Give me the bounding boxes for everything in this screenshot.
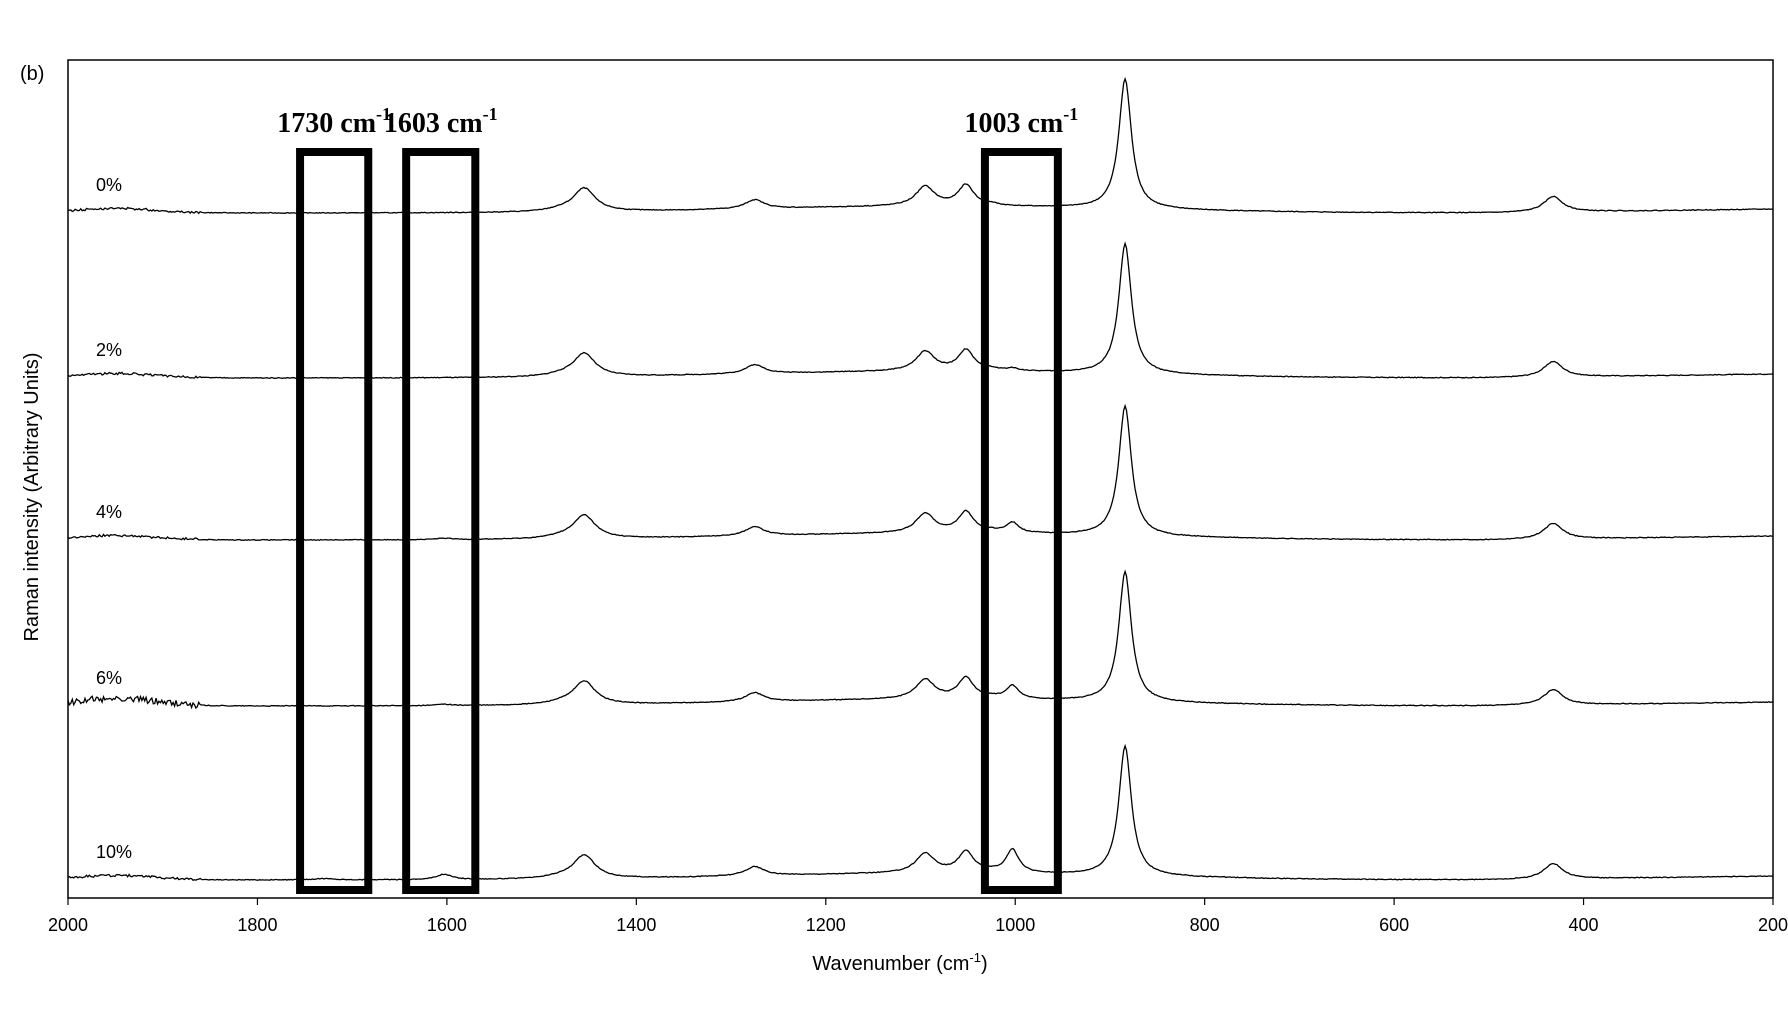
spectrum-line-6pct [67, 569, 1774, 710]
x-axis-label-sup: -1 [969, 950, 981, 965]
annotation-box [296, 148, 373, 894]
series-label: 10% [96, 842, 132, 862]
spectrum-line-4pct [67, 403, 1774, 542]
annotation-box [402, 148, 480, 894]
annotation-label-main: 1003 cm [964, 108, 1063, 139]
series-label: 4% [96, 502, 122, 522]
annotation-label-main: 1730 cm [277, 108, 376, 139]
series-layer [67, 76, 1774, 881]
annotation-label: 1003 cm-1 [964, 104, 1078, 139]
annotation-label-sup: -1 [483, 104, 498, 124]
x-axis-ticks: 2000 1800 1600 1400 1200 1000 800 600 400 200 [48, 898, 1788, 935]
panel-label: (b) [20, 63, 44, 85]
annotation-label: 1730 cm-1 [277, 104, 391, 139]
series-labels: 0% 2% 4% 6% 10% [96, 175, 132, 862]
spectrum-line-2pct [67, 241, 1774, 380]
series-label: 6% [96, 668, 122, 688]
y-axis-label: Raman intensity (Arbitrary Units) [21, 353, 43, 642]
annotation-label-sup: -1 [1063, 104, 1078, 124]
x-tick-label: 1200 [806, 915, 846, 935]
series-label: 0% [96, 175, 122, 195]
x-tick-label: 200 [1758, 915, 1788, 935]
x-tick-label: 1800 [237, 915, 277, 935]
spectrum-line-10pct [67, 743, 1774, 881]
x-axis-label-close: ) [981, 953, 988, 975]
annotation-label-sup: -1 [376, 104, 391, 124]
plot-frame [67, 59, 1774, 899]
series-label: 2% [96, 340, 122, 360]
annotation-label-main: 1603 cm [384, 108, 483, 139]
x-tick-label: 400 [1569, 915, 1599, 935]
spectrum-line-0pct [67, 76, 1774, 215]
x-tick-label: 1000 [995, 915, 1035, 935]
annotation-box [980, 148, 1062, 894]
annotation-label: 1603 cm-1 [384, 104, 498, 139]
x-tick-label: 800 [1190, 915, 1220, 935]
x-axis-label: Wavenumber (cm-1) [812, 950, 987, 975]
x-tick-label: 1600 [427, 915, 467, 935]
x-tick-label: 600 [1379, 915, 1409, 935]
x-axis-label-main: Wavenumber (cm [812, 953, 969, 975]
x-tick-label: 2000 [48, 915, 88, 935]
x-tick-label: 1400 [616, 915, 656, 935]
